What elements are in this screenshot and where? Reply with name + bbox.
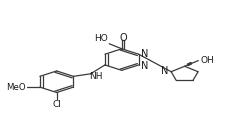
Text: HO: HO	[94, 34, 108, 43]
Text: Cl: Cl	[52, 100, 61, 109]
Text: OH: OH	[200, 56, 214, 65]
Text: N: N	[141, 49, 149, 59]
Text: MeO: MeO	[6, 83, 25, 92]
Text: O: O	[119, 33, 127, 43]
Text: NH: NH	[89, 72, 102, 81]
Text: N: N	[141, 61, 148, 71]
Text: N: N	[161, 66, 168, 76]
